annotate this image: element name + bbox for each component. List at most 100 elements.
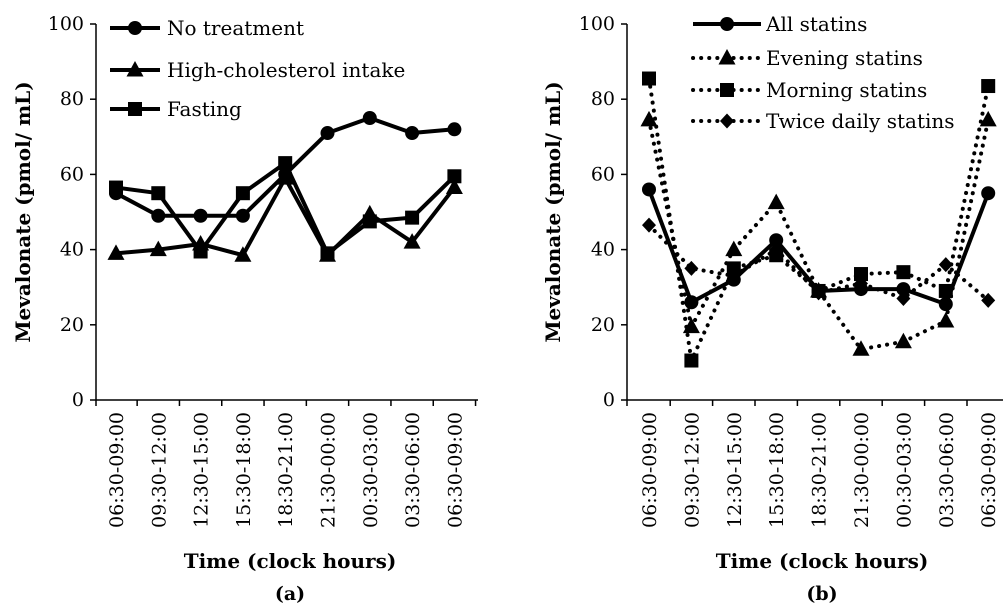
panel-a-legend-marker-1 — [126, 61, 144, 77]
panel-a-x-tick-label: 06:30-09:00 — [444, 412, 466, 528]
panel-b-series-3-line — [647, 223, 991, 303]
panel-b-series-0-point — [642, 182, 656, 197]
panel-a-series-0-point — [320, 126, 335, 141]
panel-b-legend-label-2: Morning statins — [766, 78, 927, 102]
panel-a-series-0-point — [193, 208, 208, 223]
panel-a-series-2-point — [278, 156, 293, 171]
panel-b-x-axis-label: Time (clock hours) — [716, 549, 929, 573]
panel-b-series-3-point — [981, 292, 996, 308]
panel-a-series-0-point — [405, 126, 420, 141]
panel-a-x-tick-label: 03:30-06:00 — [402, 412, 424, 528]
panel-b-series-2-point — [642, 71, 656, 86]
panel-a-x-tick-label: 00:30-03:00 — [360, 412, 382, 528]
panel-b-series-3-point — [684, 260, 699, 276]
panel-a-y-tick-label: 80 — [60, 88, 84, 110]
panel-a-series-1-point — [107, 244, 125, 260]
panel-a-x-tick-label: 12:30-15:00 — [191, 412, 213, 528]
panel-b-x-tick-label: 18:30-21:00 — [809, 412, 831, 528]
panel-b-x-tick-label: 06:30-09:00 — [978, 412, 1000, 528]
panel-b-y-tick-label: 20 — [591, 314, 615, 336]
panel-a-x-tick-label: 15:30-18:00 — [233, 412, 255, 528]
panel-b-series-0-point — [769, 233, 784, 248]
panel-b-series-2-point — [896, 265, 911, 280]
panel-a-y-tick-label: 40 — [60, 239, 84, 261]
panel-a-y-tick-label: 60 — [60, 163, 84, 185]
panel-a-y-axis-label: Mevalonate (pmol/ mL) — [11, 81, 35, 342]
panel-b-x-tick-label: 03:30-06:00 — [936, 412, 958, 528]
panel-a-y-tick-label: 0 — [72, 389, 84, 411]
panel-b-series-2-point — [938, 283, 953, 298]
panel-b-y-tick-label: 0 — [603, 389, 615, 411]
panel-b-series-3-point — [726, 268, 741, 284]
panel-a-panel-label: (a) — [275, 583, 305, 605]
panel-a-series-1-point — [234, 246, 252, 262]
panel-a-legend-label-0: No treatment — [167, 16, 304, 40]
panel-a-x-tick-label: 06:30-09:00 — [106, 412, 128, 528]
panel-b-series-3-point — [896, 290, 911, 306]
panel-b-legend-label-1: Evening statins — [766, 46, 923, 70]
panel-b-series-3-point — [854, 275, 868, 291]
panel-b-y-axis-label: Mevalonate (pmol/ mL) — [541, 81, 565, 342]
panel-b-series-1-point — [852, 340, 870, 356]
panel-b-legend-marker-3 — [720, 113, 734, 129]
panel-b-x-tick-label: 15:30-18:00 — [766, 412, 788, 528]
panel-a-series-2-point — [405, 210, 420, 225]
panel-a-series-1-point — [149, 240, 167, 257]
panel-b-series-1-point — [682, 317, 700, 334]
panel-b-series-1-point — [937, 312, 955, 328]
panel-b-series-1-point — [640, 110, 658, 127]
panel-b-series-1-line — [647, 117, 991, 352]
panel-b-series-2-point — [854, 267, 868, 282]
panel-b-series-2-point — [684, 353, 699, 368]
panel-b-series-2-point — [981, 79, 996, 94]
panel-b-legend-marker-1 — [718, 49, 736, 65]
panel-a-series-0-point — [362, 111, 377, 125]
panel-a-series-2-point — [362, 214, 377, 229]
panel-b-legend-marker-0 — [720, 17, 734, 31]
panel-a-series-2-point — [447, 169, 462, 184]
panel-b-y-tick-label: 60 — [591, 163, 615, 185]
panel-a-series-0-point — [447, 122, 462, 137]
panel-a-legend-marker-2 — [128, 102, 142, 116]
panel-b-legend-label-3: Twice daily statins — [766, 109, 955, 133]
panel-b-series-0-point — [938, 297, 953, 312]
panel-b-series-3-point — [938, 257, 953, 273]
panel-a-series-0-point — [235, 208, 250, 223]
panel-a-x-tick-label: 21:30-00:00 — [318, 412, 340, 528]
panel-a-series-2-point — [320, 246, 335, 261]
panel-b-series-0-point — [896, 282, 911, 297]
panel-a-legend-label-1: High-cholesterol intake — [167, 58, 405, 82]
panel-a-legend-marker-0 — [128, 21, 142, 35]
panel-b-series-1-point — [725, 240, 743, 257]
panel-b-series-0-point — [684, 295, 699, 310]
panel-a-series-1-point — [403, 233, 421, 249]
panel-a-series-2-point — [109, 180, 123, 195]
panel-b-series-1-point — [979, 110, 997, 127]
panel-b-panel-label: (b) — [806, 583, 837, 605]
panel-b-x-tick-label: 06:30-09:00 — [639, 412, 661, 528]
panel-a-series-2-point — [193, 244, 208, 259]
panel-a-series-2-point — [151, 186, 166, 201]
panel-b-series-1-point — [894, 332, 912, 349]
panel-b-legend-marker-2 — [720, 83, 734, 97]
panel-a-series-0-point — [151, 208, 166, 223]
panel-b-series-3-point — [811, 285, 826, 301]
panel-a-series-1-point — [276, 169, 294, 185]
panel-b-y-tick-label: 100 — [579, 13, 615, 35]
panel-b-series-0-point — [981, 186, 996, 201]
panel-b-x-tick-label: 21:30-00:00 — [851, 412, 873, 528]
panel-b-x-tick-label: 09:30-12:00 — [681, 412, 703, 528]
panel-a-series-2-point — [235, 186, 250, 201]
panel-a-series-1-point — [445, 178, 463, 195]
panel-b-series-3-point — [642, 217, 656, 233]
panel-a-y-tick-label: 100 — [48, 13, 84, 35]
panel-a-x-tick-label: 09:30-12:00 — [148, 412, 170, 528]
panel-b-x-tick-label: 12:30-15:00 — [724, 412, 746, 528]
panel-a-x-tick-label: 18:30-21:00 — [275, 412, 297, 528]
panel-b-y-tick-label: 80 — [591, 88, 615, 110]
panel-a-x-axis-label: Time (clock hours) — [184, 549, 397, 573]
panel-b-series-1-point — [767, 193, 785, 210]
panel-a-y-tick-label: 20 — [60, 314, 84, 336]
panel-b-x-tick-label: 00:30-03:00 — [893, 412, 915, 528]
